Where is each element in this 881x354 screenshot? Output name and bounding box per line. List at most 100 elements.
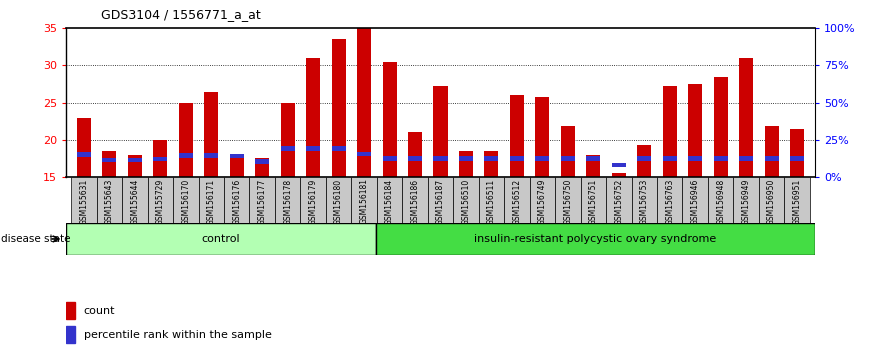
- Bar: [66, 302, 75, 319]
- Bar: [459, 151, 473, 177]
- Bar: [128, 158, 142, 162]
- Text: count: count: [84, 306, 115, 316]
- Text: GSM156171: GSM156171: [207, 178, 216, 224]
- Bar: [536, 156, 550, 161]
- Bar: [377, 177, 403, 223]
- Bar: [433, 156, 448, 161]
- Text: GSM156749: GSM156749: [538, 178, 547, 225]
- Text: GSM156951: GSM156951: [793, 178, 802, 225]
- Bar: [382, 156, 396, 161]
- Text: GSM155643: GSM155643: [105, 178, 114, 225]
- Text: control: control: [202, 234, 241, 244]
- Bar: [249, 177, 275, 223]
- Bar: [281, 146, 294, 151]
- Bar: [504, 177, 529, 223]
- Bar: [403, 177, 428, 223]
- Bar: [611, 163, 626, 167]
- Bar: [536, 97, 550, 177]
- Bar: [555, 177, 581, 223]
- Bar: [611, 173, 626, 177]
- Text: GSM155729: GSM155729: [156, 178, 165, 225]
- Text: GSM156763: GSM156763: [665, 178, 674, 225]
- Bar: [357, 152, 371, 156]
- Bar: [230, 154, 244, 158]
- Bar: [714, 76, 728, 177]
- Text: GSM156946: GSM156946: [691, 178, 700, 225]
- Text: percentile rank within the sample: percentile rank within the sample: [84, 330, 271, 340]
- Bar: [77, 153, 91, 157]
- Bar: [230, 159, 244, 177]
- Text: GSM155644: GSM155644: [130, 178, 139, 225]
- Text: GSM156511: GSM156511: [487, 178, 496, 224]
- Bar: [733, 177, 759, 223]
- Bar: [637, 156, 651, 161]
- Text: GSM156512: GSM156512: [513, 178, 522, 224]
- Bar: [204, 92, 218, 177]
- Text: GDS3104 / 1556771_a_at: GDS3104 / 1556771_a_at: [101, 8, 261, 21]
- Bar: [529, 177, 555, 223]
- Bar: [102, 158, 116, 162]
- Bar: [561, 126, 575, 177]
- Bar: [357, 28, 371, 177]
- Text: GSM156184: GSM156184: [385, 178, 394, 224]
- Bar: [179, 103, 193, 177]
- Bar: [173, 177, 198, 223]
- Bar: [688, 84, 702, 177]
- Bar: [510, 156, 524, 161]
- Bar: [453, 177, 478, 223]
- Bar: [306, 146, 320, 151]
- Bar: [510, 95, 524, 177]
- Bar: [708, 177, 733, 223]
- Text: GSM156752: GSM156752: [614, 178, 623, 225]
- Text: GSM156187: GSM156187: [436, 178, 445, 224]
- Bar: [637, 145, 651, 177]
- Bar: [122, 177, 148, 223]
- Text: GSM156179: GSM156179: [308, 178, 318, 225]
- Text: disease state: disease state: [1, 234, 70, 244]
- Bar: [148, 177, 173, 223]
- Bar: [352, 177, 377, 223]
- Bar: [459, 156, 473, 161]
- Bar: [300, 177, 326, 223]
- Bar: [198, 177, 224, 223]
- Bar: [326, 177, 352, 223]
- Bar: [765, 156, 779, 161]
- Bar: [153, 140, 167, 177]
- Bar: [382, 62, 396, 177]
- Bar: [765, 126, 779, 177]
- Bar: [581, 177, 606, 223]
- Bar: [255, 159, 270, 164]
- Bar: [255, 159, 270, 177]
- Bar: [606, 177, 632, 223]
- Text: GSM156510: GSM156510: [462, 178, 470, 225]
- Bar: [71, 177, 97, 223]
- Bar: [408, 132, 422, 177]
- Bar: [587, 155, 600, 177]
- Bar: [281, 103, 294, 177]
- Bar: [587, 156, 600, 161]
- Bar: [683, 177, 708, 223]
- Bar: [632, 177, 657, 223]
- Bar: [663, 156, 677, 161]
- Bar: [153, 157, 167, 161]
- Bar: [433, 86, 448, 177]
- Text: GSM156176: GSM156176: [233, 178, 241, 225]
- Bar: [102, 151, 116, 177]
- Text: GSM156186: GSM156186: [411, 178, 419, 224]
- Text: insulin-resistant polycystic ovary syndrome: insulin-resistant polycystic ovary syndr…: [474, 234, 716, 244]
- Bar: [561, 156, 575, 161]
- Bar: [759, 177, 784, 223]
- Text: GSM156180: GSM156180: [334, 178, 343, 224]
- Bar: [306, 58, 320, 177]
- Bar: [739, 156, 753, 161]
- Text: GSM156949: GSM156949: [742, 178, 751, 225]
- Bar: [331, 40, 345, 177]
- Bar: [275, 177, 300, 223]
- Bar: [688, 156, 702, 161]
- Text: GSM156753: GSM156753: [640, 178, 648, 225]
- Bar: [657, 177, 683, 223]
- Bar: [66, 223, 376, 255]
- Bar: [128, 155, 142, 177]
- Text: GSM155631: GSM155631: [79, 178, 88, 225]
- Bar: [790, 156, 804, 161]
